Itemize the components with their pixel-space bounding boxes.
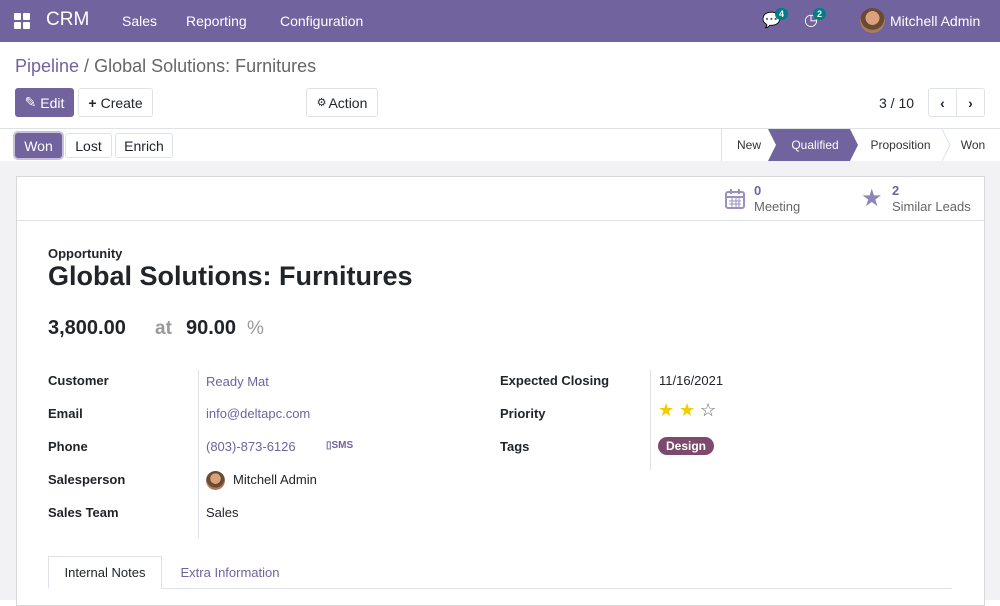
email-label: Email xyxy=(48,406,83,421)
form-sheet: 0 Meeting ★ 2 Similar Leads xyxy=(16,176,985,606)
priority-label: Priority xyxy=(500,406,546,421)
expected-closing-field[interactable]: 11/16/2021 xyxy=(659,373,724,388)
similar-leads-smart-button[interactable]: ★ 2 Similar Leads xyxy=(859,177,986,220)
sms-button[interactable]: ▯SMS xyxy=(326,440,354,451)
customer-field[interactable]: Ready Mat xyxy=(206,374,269,389)
similar-label: Similar Leads xyxy=(892,199,971,214)
lost-button[interactable]: Lost xyxy=(65,133,112,158)
customer-label: Customer xyxy=(48,373,109,388)
create-button[interactable]: + Create xyxy=(78,88,153,117)
apps-menu-icon[interactable] xyxy=(14,13,30,29)
similar-count: 2 xyxy=(892,183,900,198)
star-icon: ★ xyxy=(861,185,883,212)
expected-closing-label: Expected Closing xyxy=(500,373,610,388)
activities-badge: 2 xyxy=(813,8,827,20)
salesperson-avatar xyxy=(206,471,225,490)
record-title[interactable]: Global Solutions: Furnitures xyxy=(48,261,413,291)
sales-team-field[interactable]: Sales xyxy=(206,505,239,520)
breadcrumb-current: Global Solutions: Furnitures xyxy=(94,56,317,76)
app-name[interactable]: CRM xyxy=(46,9,90,30)
button-box-divider xyxy=(17,220,984,221)
salesperson-label: Salesperson xyxy=(48,472,126,487)
record-type: Opportunity xyxy=(48,246,123,261)
menu-configuration[interactable]: Configuration xyxy=(280,13,364,29)
field-divider-right xyxy=(650,370,651,470)
at-label: at xyxy=(155,318,172,339)
menu-sales[interactable]: Sales xyxy=(122,13,158,29)
meeting-count: 0 xyxy=(754,183,762,198)
salesperson-field[interactable]: Mitchell Admin xyxy=(233,472,317,487)
phone-field[interactable]: (803)-873-6126 xyxy=(206,439,296,454)
expected-revenue[interactable]: 3,800.00 xyxy=(48,317,126,339)
pencil-icon: ✎ xyxy=(24,94,37,110)
priority-star-2-icon[interactable]: ★ xyxy=(679,400,696,420)
stage-qualified[interactable]: Qualified xyxy=(791,138,839,152)
plus-icon: + xyxy=(88,94,97,111)
divider xyxy=(0,128,1000,129)
priority-star-3-icon[interactable]: ☆ xyxy=(700,400,717,420)
menu-reporting[interactable]: Reporting xyxy=(186,13,247,29)
stage-won[interactable]: Won xyxy=(960,138,986,152)
stage-new[interactable]: New xyxy=(736,138,761,152)
probability[interactable]: 90.00 xyxy=(186,317,237,339)
phone-label: Phone xyxy=(48,439,88,454)
percent-sign: % xyxy=(247,318,264,339)
priority-star-1-icon[interactable]: ★ xyxy=(658,400,675,420)
pager-value: 3 / 10 xyxy=(879,95,915,111)
breadcrumb-pipeline[interactable]: Pipeline xyxy=(15,56,80,76)
calendar-icon xyxy=(725,189,745,209)
tab-internal-notes[interactable]: Internal Notes xyxy=(48,556,162,589)
email-field[interactable]: info@deltapc.com xyxy=(206,406,311,421)
meeting-label: Meeting xyxy=(754,199,801,214)
pager-next-button[interactable]: › xyxy=(956,88,985,117)
stage-proposition[interactable]: Proposition xyxy=(870,138,931,152)
pager-previous-button[interactable]: ‹ xyxy=(928,88,957,117)
messages-badge: 4 xyxy=(775,8,789,20)
stage-qualified-arrow xyxy=(768,129,858,161)
edit-button[interactable]: ✎ Edit xyxy=(15,88,74,117)
won-button[interactable]: Won xyxy=(15,133,62,158)
tabs-baseline xyxy=(48,588,952,589)
enrich-button[interactable]: Enrich xyxy=(115,133,173,158)
sales-team-label: Sales Team xyxy=(48,505,119,520)
stage-separator xyxy=(941,129,951,161)
top-navbar: CRM Sales Reporting Configuration 💬 4 ◷ … xyxy=(0,0,1000,42)
action-button[interactable]: ⚙ Action xyxy=(306,88,378,117)
meeting-smart-button[interactable]: 0 Meeting xyxy=(721,177,841,220)
user-avatar[interactable] xyxy=(860,8,885,33)
tab-extra-information[interactable]: Extra Information xyxy=(180,565,280,580)
tags-label: Tags xyxy=(500,439,530,454)
tag-design[interactable]: Design xyxy=(658,437,715,455)
field-divider-left xyxy=(198,370,199,538)
breadcrumb: Pipeline / Global Solutions: Furnitures xyxy=(15,56,317,76)
mobile-icon: ▯ xyxy=(326,440,332,451)
gear-icon: ⚙ xyxy=(316,97,327,109)
user-menu[interactable]: Mitchell Admin xyxy=(890,13,981,29)
statusbar-divider xyxy=(721,129,722,161)
